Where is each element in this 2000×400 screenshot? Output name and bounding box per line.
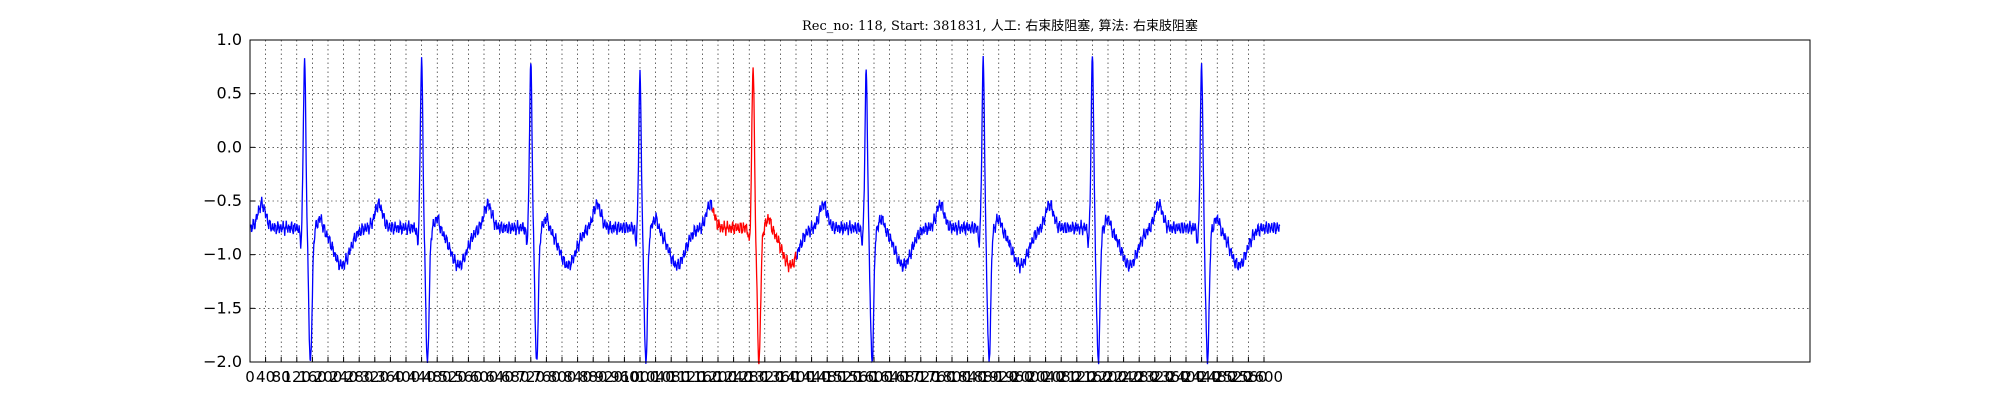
y-tick-label: 0.5 [217, 84, 242, 103]
x-tick-label: 1000 [621, 368, 659, 386]
x-tick-label: 560 [454, 368, 483, 386]
x-tick-label: 1120 [668, 368, 706, 386]
grid [250, 40, 1810, 362]
x-tick-label: 1240 [715, 368, 753, 386]
x-tick-label: 2320 [1136, 368, 1174, 386]
x-tick-label: 0 [245, 368, 255, 386]
x-tick-label: 2000 [1011, 368, 1049, 386]
series-line-red [711, 67, 797, 365]
x-tick-label: 2160 [1073, 368, 1111, 386]
x-tick-label: 200 [314, 368, 343, 386]
y-tick-label: −0.5 [203, 191, 242, 210]
y-tick-label: −1.5 [203, 298, 242, 317]
x-tick-label: 2080 [1042, 368, 1080, 386]
x-tick-label: 440 [407, 368, 436, 386]
x-tick-label: 880 [579, 368, 608, 386]
x-tick-label: 2480 [1198, 368, 1236, 386]
y-axis-ticks: 1.0 0.5 0.0 −0.5 −1.0 −1.5 −2.0 [203, 30, 255, 371]
series-layer [249, 56, 1281, 365]
y-tick-label: −2.0 [203, 352, 242, 371]
x-tick-label: 1840 [949, 368, 987, 386]
x-tick-label: 1880 [964, 368, 1002, 386]
x-tick-label: 2280 [1120, 368, 1158, 386]
x-tick-label: 1320 [746, 368, 784, 386]
x-tick-label: 1200 [699, 368, 737, 386]
x-tick-label: 2400 [1167, 368, 1205, 386]
y-tick-label: 0.0 [217, 137, 242, 156]
x-tick-label: 1360 [761, 368, 799, 386]
x-tick-label: 240 [329, 368, 358, 386]
x-tick-label: 360 [376, 368, 405, 386]
x-tick-label: 920 [594, 368, 623, 386]
x-tick-label: 280 [345, 368, 374, 386]
x-tick-label: 1480 [808, 368, 846, 386]
y-tick-label: 1.0 [217, 30, 242, 49]
x-tick-label: 2600 [1245, 368, 1283, 386]
x-tick-label: 1400 [777, 368, 815, 386]
x-tick-label: 960 [610, 368, 639, 386]
x-tick-label: 2360 [1151, 368, 1189, 386]
x-tick-label: 2240 [1105, 368, 1143, 386]
x-tick-label: 1440 [793, 368, 831, 386]
y-tick-label: −1.0 [203, 245, 242, 264]
x-tick-label: 800 [548, 368, 577, 386]
x-tick-label: 1960 [995, 368, 1033, 386]
x-tick-label: 680 [501, 368, 530, 386]
x-tick-label: 480 [423, 368, 452, 386]
x-tick-label: 640 [485, 368, 514, 386]
x-tick-label: 1280 [730, 368, 768, 386]
x-tick-label: 2560 [1229, 368, 1267, 386]
x-tick-label: 840 [563, 368, 592, 386]
x-tick-label: 2520 [1214, 368, 1252, 386]
x-tick-label: 2440 [1183, 368, 1221, 386]
series-line-blue [795, 56, 1281, 365]
x-tick-label: 160 [298, 368, 327, 386]
x-tick-label: 1640 [871, 368, 909, 386]
x-tick-label: 760 [532, 368, 561, 386]
x-tick-label: 400 [392, 368, 421, 386]
x-tick-label: 1080 [652, 368, 690, 386]
x-tick-label: 120 [282, 368, 311, 386]
x-tick-label: 40 [256, 368, 275, 386]
x-tick-label: 80 [272, 368, 291, 386]
series-line-blue [249, 57, 713, 364]
x-tick-label: 1800 [933, 368, 971, 386]
x-axis-ticks: 0 408012016020024028032036040044048052056… [245, 357, 1283, 386]
x-tick-label: 2200 [1089, 368, 1127, 386]
x-tick-label: 1560 [839, 368, 877, 386]
x-tick-label: 2040 [1027, 368, 1065, 386]
x-tick-label: 320 [360, 368, 389, 386]
x-tick-label: 1680 [886, 368, 924, 386]
x-tick-label: 520 [438, 368, 467, 386]
x-tick-label: 1760 [917, 368, 955, 386]
x-tick-label: 1520 [824, 368, 862, 386]
x-tick-label: 1600 [855, 368, 893, 386]
chart-title: Rec_no: 118, Start: 381831, 人工: 右束肢阻塞, 算… [802, 18, 1198, 34]
x-tick-label: 720 [516, 368, 545, 386]
x-tick-label: 600 [470, 368, 499, 386]
x-tick-label: 1160 [683, 368, 721, 386]
x-tick-label: 1040 [637, 368, 675, 386]
x-tick-label: 2120 [1058, 368, 1096, 386]
x-tick-label: 1920 [980, 368, 1018, 386]
x-tick-label: 1720 [902, 368, 940, 386]
